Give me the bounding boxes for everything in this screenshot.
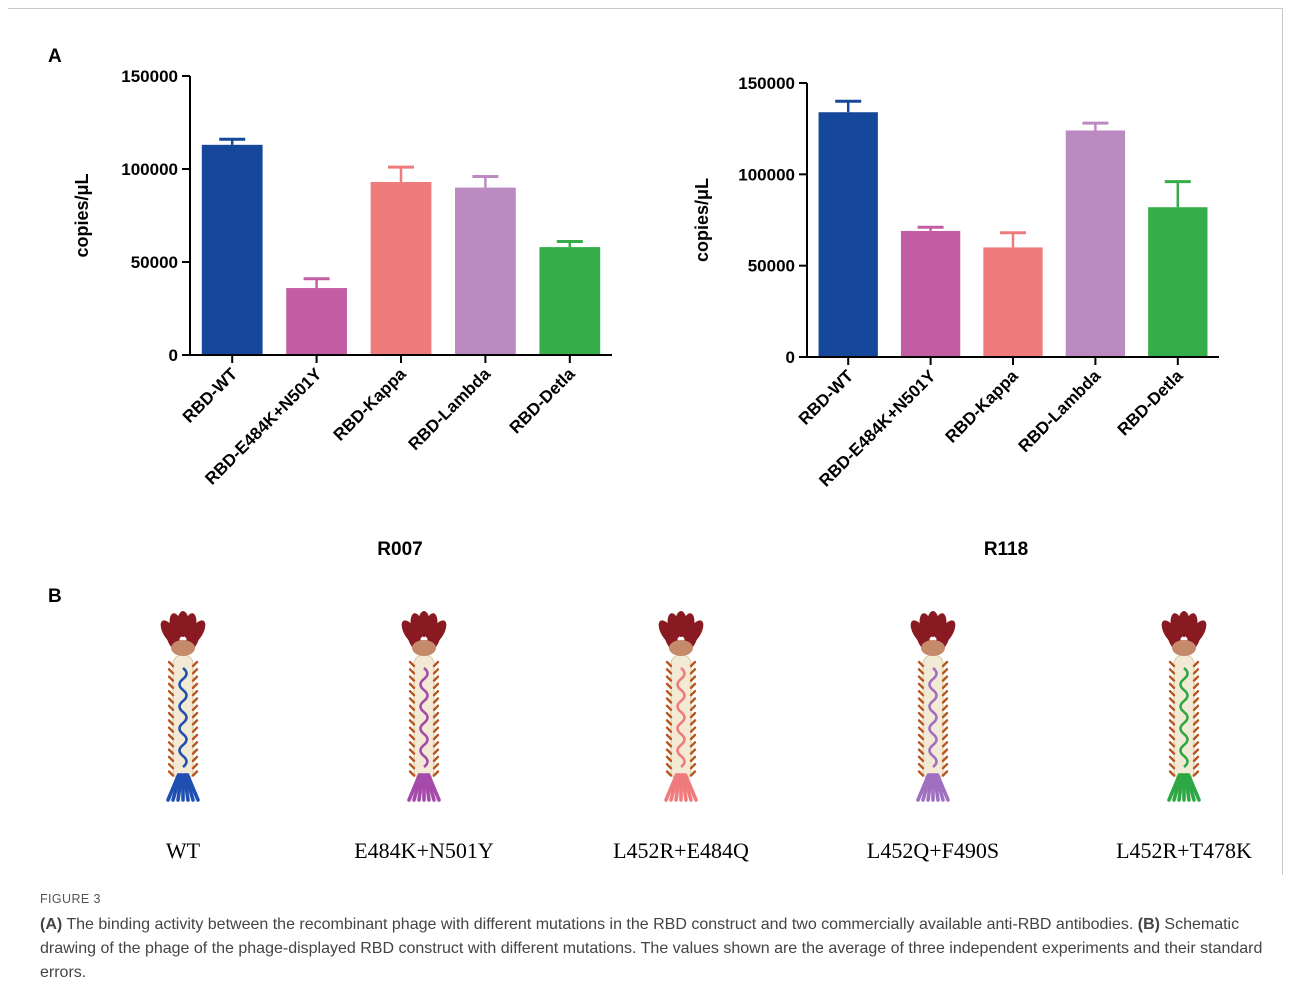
bar-rbd-lambda	[455, 187, 516, 355]
panel-label-a: A	[48, 46, 62, 67]
y-tick-label: 100000	[121, 160, 178, 179]
x-tick-label: RBD-Lambda	[405, 364, 495, 454]
chart-title: R118	[984, 539, 1028, 560]
phage-label: L452R+E484Q	[613, 838, 749, 863]
caption-text-b: Schematic drawing of the phage of the ph…	[40, 916, 1263, 981]
x-tick-label: RBD-Detla	[506, 364, 579, 437]
phage-label: L452Q+F490S	[866, 838, 1000, 863]
bar-rbd-detla	[1148, 207, 1208, 357]
bar-rbd-wt	[201, 144, 263, 355]
y-tick-label: 150000	[121, 67, 178, 86]
figure-label: FIGURE 3	[40, 892, 101, 906]
phage-label: WT	[165, 838, 201, 863]
caption-text-a: The binding activity between the recombi…	[62, 916, 1138, 933]
caption-tag-b: (B)	[1137, 916, 1160, 933]
y-axis-label: copies/μL	[72, 173, 92, 257]
x-tick-label: RBD-Kappa	[330, 364, 411, 445]
y-tick-label: 50000	[131, 253, 178, 272]
phage-label: L452R+T478K	[1116, 838, 1252, 863]
x-tick-label: RBD-Kappa	[942, 366, 1023, 447]
y-tick-label: 0	[786, 348, 795, 367]
y-tick-label: 100000	[738, 165, 795, 184]
x-tick-label: RBD-Lambda	[1015, 366, 1105, 456]
y-axis-label: copies/μL	[692, 178, 712, 262]
caption-tag-a: (A)	[40, 916, 63, 933]
chart-title: R007	[377, 539, 422, 560]
phage-label: E484K+N501Y	[354, 838, 494, 863]
bar-rbd-kappa	[370, 182, 432, 355]
bar-rbd-lambda	[1065, 130, 1126, 357]
figure-caption: (A) The binding activity between the rec…	[40, 913, 1265, 985]
y-tick-label: 150000	[738, 74, 795, 93]
bar-rbd-e484k+n501y	[286, 288, 347, 355]
y-tick-label: 0	[169, 346, 178, 365]
x-tick-label: RBD-WT	[795, 366, 858, 429]
bar-rbd-e484k+n501y	[900, 230, 961, 357]
x-tick-label: RBD-WT	[179, 364, 242, 427]
x-tick-label: RBD-Detla	[1114, 366, 1187, 439]
y-tick-label: 50000	[748, 257, 795, 276]
bar-rbd-wt	[818, 112, 878, 357]
bar-rbd-detla	[539, 247, 601, 355]
panel-label-b: B	[48, 586, 62, 607]
bar-rbd-kappa	[983, 247, 1043, 357]
figure-frame	[8, 8, 1283, 875]
